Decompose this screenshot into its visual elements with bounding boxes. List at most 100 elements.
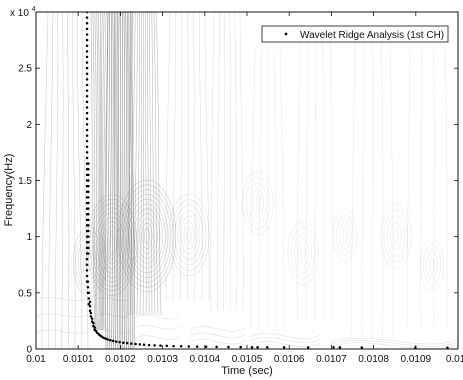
contour-line <box>118 12 120 349</box>
ridge-point <box>92 321 95 325</box>
contour-line <box>187 12 189 301</box>
contour-line <box>216 12 220 311</box>
contour-ring <box>99 216 125 274</box>
contour-line <box>153 12 159 316</box>
contour-line <box>329 337 458 345</box>
contour-line <box>126 12 129 349</box>
contour-line <box>125 12 127 349</box>
contour-ring <box>383 209 409 263</box>
ridge-point <box>85 78 89 81</box>
contour-line <box>133 12 138 316</box>
contour-ring <box>133 208 161 264</box>
ridge-point <box>114 340 118 343</box>
ridge-point <box>85 66 89 70</box>
ridge-point <box>87 179 90 182</box>
contour-ring <box>183 221 195 249</box>
contour-ring <box>117 179 177 293</box>
contour-line <box>279 49 285 331</box>
contour-ring <box>168 193 210 277</box>
contour-ring <box>393 227 399 245</box>
ridge-point <box>87 162 90 165</box>
ridge-point <box>306 346 310 349</box>
contour-ring <box>87 253 93 271</box>
contour-ring <box>419 238 445 292</box>
contour-ring <box>120 184 174 288</box>
ridge-point <box>118 340 121 344</box>
ridge-point <box>85 106 89 109</box>
ridge-point <box>87 291 90 295</box>
contour-line <box>329 342 458 349</box>
ridge-point <box>147 343 151 347</box>
ridge-point <box>159 344 162 347</box>
contour-line <box>258 49 262 331</box>
contour-line <box>113 12 116 349</box>
y-axis: 0 0.5 1 1.5 2 2.5 <box>18 64 458 356</box>
contour-line <box>48 12 54 349</box>
y-axis-multiplier-base: x 10 <box>10 8 29 19</box>
ridge-point <box>85 50 89 53</box>
contour-ring <box>387 215 405 257</box>
ridge-point <box>90 317 94 320</box>
contour-line <box>234 12 238 311</box>
ridge-point <box>134 342 137 346</box>
contour-ring <box>245 176 271 230</box>
ridge-point <box>89 311 93 315</box>
contour-ring <box>429 256 435 274</box>
contour-line <box>94 296 131 302</box>
contour-line <box>134 324 181 330</box>
ridge-point <box>153 344 156 347</box>
y-axis-multiplier-exponent: 4 <box>32 6 36 13</box>
ridge-point <box>85 123 89 126</box>
contour-line <box>180 12 183 301</box>
ridge-points-layer <box>85 12 449 349</box>
contour-line <box>111 12 114 349</box>
ridge-point <box>87 212 90 216</box>
ridge-point <box>142 343 146 346</box>
x-tick-label: 0.0107 <box>316 354 347 365</box>
contour-line <box>305 34 308 321</box>
contour-line <box>139 12 142 316</box>
contour-ring <box>85 249 95 275</box>
contour-ring <box>255 194 261 212</box>
contour-ring <box>138 218 156 254</box>
ridge-point <box>85 156 89 160</box>
contour-ring <box>131 203 163 269</box>
legend-marker <box>284 32 288 36</box>
contour-ring <box>339 220 351 250</box>
y-axis-multiplier: x 10 4 <box>10 6 36 19</box>
ridge-point <box>85 139 89 143</box>
contour-ring <box>336 214 354 256</box>
contour-line <box>100 12 103 331</box>
contour-ring <box>300 244 306 262</box>
contour-line <box>146 12 150 316</box>
contour-line <box>389 39 394 341</box>
ridge-point <box>87 196 90 199</box>
contour-line <box>76 12 82 349</box>
contour-ring <box>423 244 441 286</box>
ridge-point <box>89 315 93 318</box>
contour-line <box>103 12 109 331</box>
contour-ring <box>177 210 201 260</box>
y-tick-label: 2.5 <box>18 64 32 75</box>
contour-line <box>94 12 98 331</box>
contour-line <box>420 49 423 331</box>
ridge-point <box>87 190 90 193</box>
ridge-point <box>195 345 199 348</box>
contour-line <box>329 340 458 347</box>
y-tick-label: 1.5 <box>18 176 32 187</box>
contour-line <box>41 12 49 349</box>
contour-ring <box>180 215 198 255</box>
contour-line <box>121 12 124 349</box>
ridge-point <box>85 263 89 266</box>
contour-line <box>36 313 91 318</box>
contour-line <box>54 12 59 349</box>
contour-line <box>61 12 64 349</box>
ridge-point <box>256 346 259 349</box>
contour-ring <box>106 230 118 260</box>
ridge-point <box>85 134 89 137</box>
contour-ring <box>186 226 192 244</box>
contour-line <box>149 12 153 316</box>
ridge-point <box>85 145 89 149</box>
